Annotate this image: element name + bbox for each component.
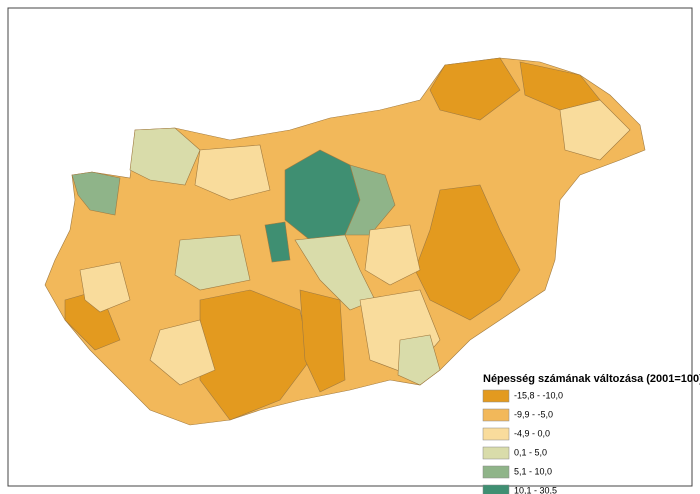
legend-label: -4,9 - 0,0 xyxy=(514,428,550,438)
region xyxy=(129,127,201,186)
region xyxy=(414,184,521,321)
legend-label: -15,8 - -10,0 xyxy=(514,390,563,400)
legend-swatch xyxy=(482,427,510,441)
legend-label: -9,9 - -5,0 xyxy=(514,409,553,419)
region xyxy=(194,144,271,201)
region xyxy=(364,224,421,286)
region xyxy=(299,289,346,393)
legend-swatch xyxy=(482,446,510,460)
country xyxy=(44,57,646,426)
region xyxy=(174,234,251,291)
region xyxy=(199,289,311,421)
region xyxy=(71,171,121,216)
region xyxy=(559,99,631,161)
region xyxy=(397,334,441,386)
legend-label: 0,1 - 5,0 xyxy=(514,447,547,457)
region xyxy=(429,57,521,121)
legend: Népesség számának változása (2001=100) -… xyxy=(482,373,700,494)
legend-title: Népesség számának változása (2001=100) xyxy=(483,373,700,385)
region xyxy=(149,319,216,386)
region xyxy=(79,261,131,313)
legend-swatch xyxy=(482,389,510,403)
legend-swatch xyxy=(482,484,510,494)
region xyxy=(264,221,291,263)
legend-label: 10,1 - 30,5 xyxy=(514,485,557,494)
legend-swatch xyxy=(482,408,510,422)
legend-label: 5,1 - 10,0 xyxy=(514,466,552,476)
legend-swatch xyxy=(482,465,510,479)
